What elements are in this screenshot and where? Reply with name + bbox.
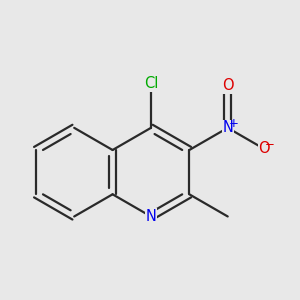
Text: O: O (258, 141, 270, 156)
Text: Cl: Cl (144, 76, 158, 91)
Text: +: + (229, 117, 238, 130)
Text: N: N (146, 209, 156, 224)
Text: N: N (146, 209, 156, 224)
Text: O: O (222, 78, 233, 93)
Text: −: − (265, 138, 275, 151)
Text: N: N (222, 120, 233, 135)
Text: N: N (222, 120, 233, 135)
Text: Cl: Cl (144, 76, 158, 91)
Text: O: O (222, 78, 233, 93)
Text: O: O (258, 141, 270, 156)
